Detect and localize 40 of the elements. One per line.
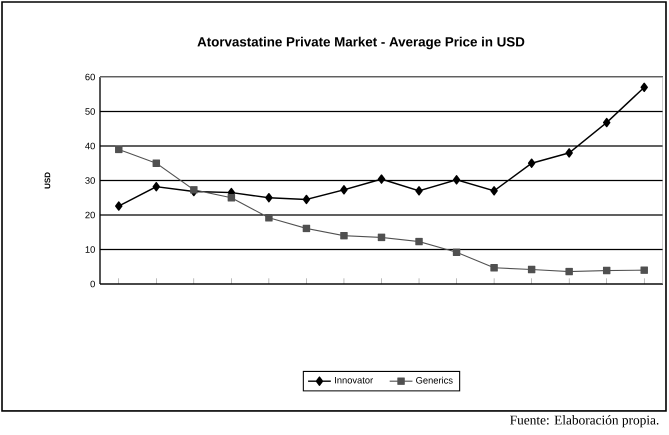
point bbox=[302, 224, 310, 232]
point bbox=[378, 234, 386, 242]
y-tick-label: 20 bbox=[85, 212, 95, 218]
y-tick-label: 10 bbox=[86, 246, 95, 253]
y-tick-label: 30 bbox=[85, 177, 95, 184]
source-note: Fuente: Elaboración propia. bbox=[510, 415, 658, 428]
point bbox=[452, 175, 460, 185]
y-tick-label: 60 bbox=[85, 74, 95, 80]
point bbox=[265, 193, 273, 202]
legend-label: Innovator bbox=[335, 376, 373, 384]
point bbox=[415, 186, 423, 196]
point bbox=[152, 182, 160, 192]
point bbox=[115, 201, 123, 211]
point bbox=[340, 185, 348, 195]
point bbox=[528, 266, 536, 274]
y-tick-label: 50 bbox=[85, 108, 95, 115]
point bbox=[452, 248, 460, 256]
chart-title: Atorvastatine Private Market - Average Price in USD bbox=[197, 36, 524, 50]
point bbox=[565, 148, 573, 158]
point bbox=[340, 232, 348, 240]
point bbox=[415, 238, 423, 246]
point bbox=[152, 160, 160, 167]
point bbox=[490, 186, 498, 196]
point bbox=[265, 214, 273, 222]
y-axis-title: USD bbox=[44, 172, 50, 188]
point bbox=[602, 118, 610, 128]
y-tick-label: 40 bbox=[85, 142, 95, 150]
point bbox=[190, 186, 198, 194]
point bbox=[115, 146, 123, 154]
y-tick-label: 0 bbox=[90, 280, 95, 288]
point bbox=[565, 268, 573, 276]
point bbox=[302, 194, 310, 204]
point bbox=[228, 194, 236, 202]
point bbox=[640, 266, 648, 274]
point bbox=[640, 82, 648, 92]
legend-label: Generics bbox=[416, 376, 453, 384]
point bbox=[602, 266, 610, 274]
point bbox=[528, 158, 536, 168]
point bbox=[490, 264, 498, 272]
point bbox=[378, 174, 386, 184]
